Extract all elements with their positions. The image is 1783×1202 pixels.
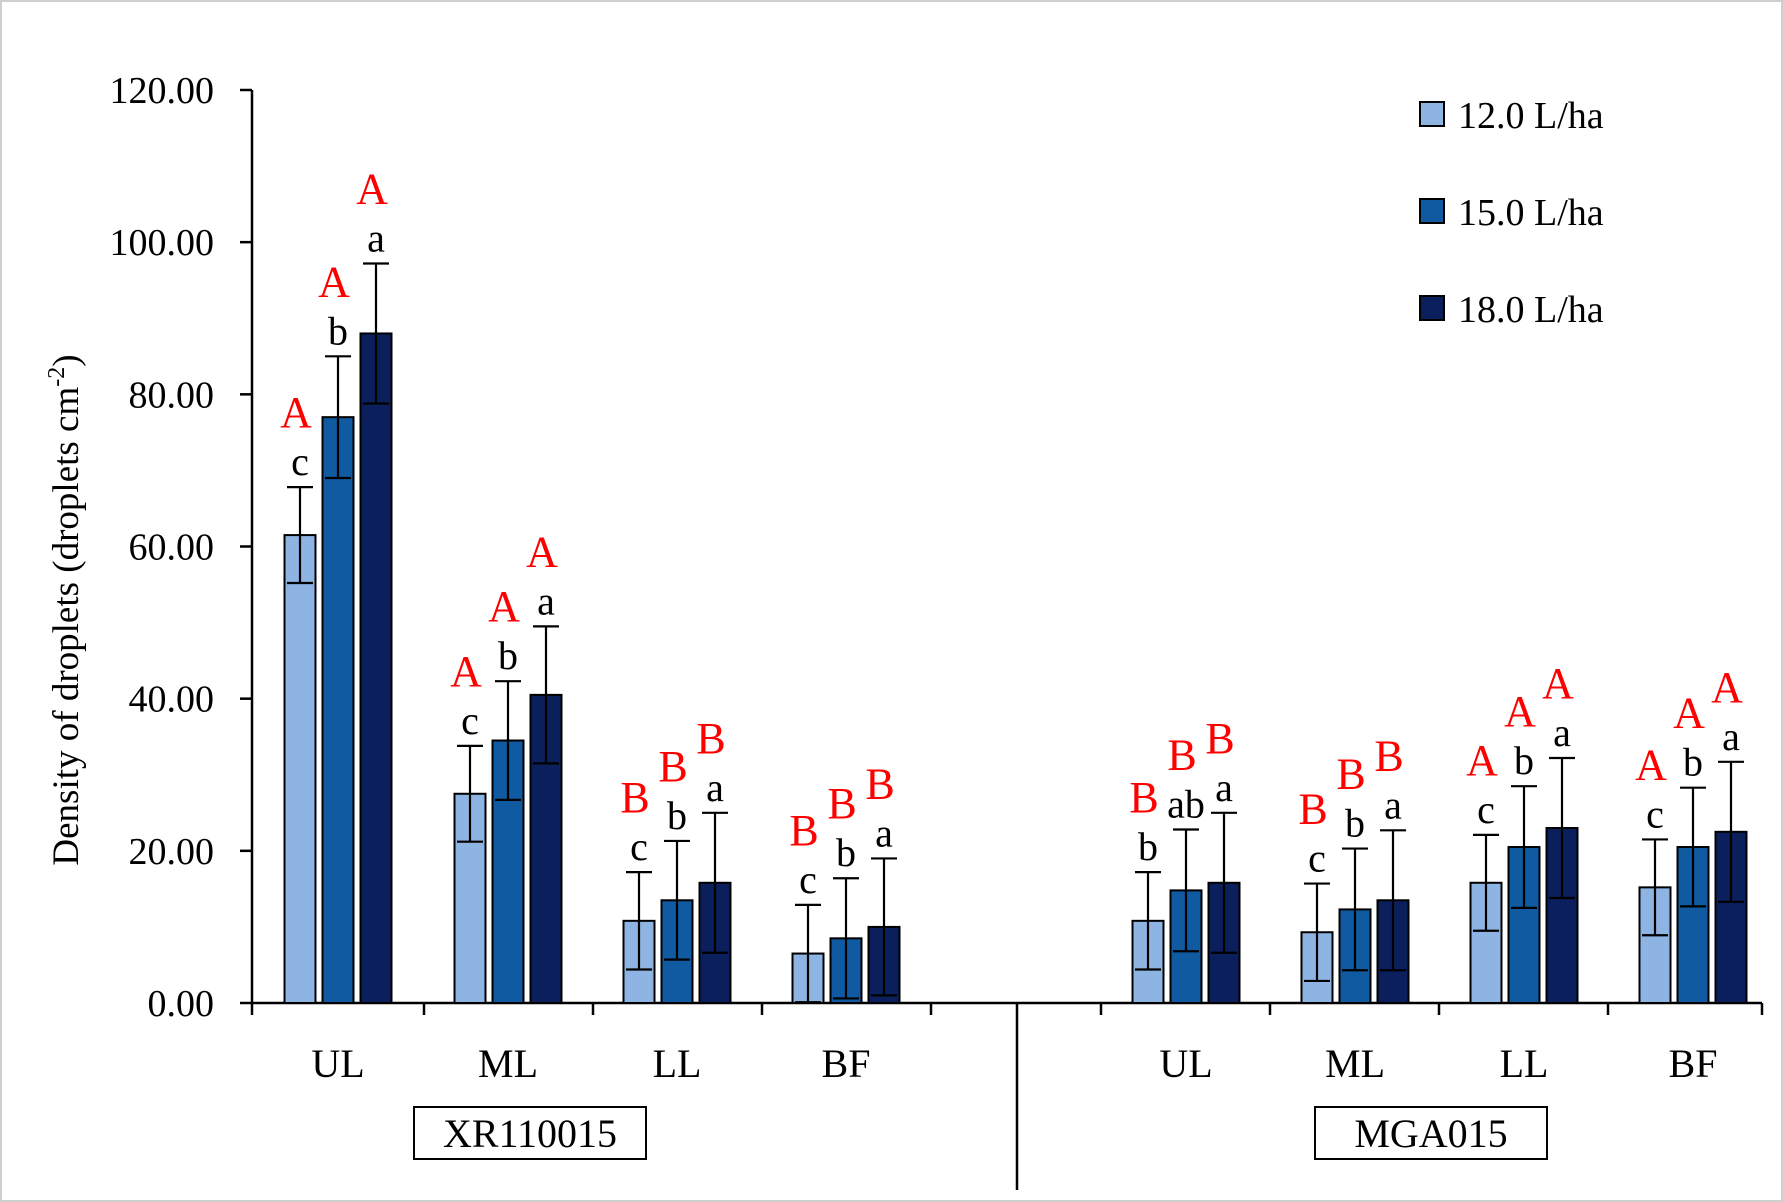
significance-letter-lowercase: a [537, 578, 555, 623]
significance-letter-uppercase: A [1504, 687, 1536, 736]
significance-letter-lowercase: c [630, 824, 648, 869]
group-labels: XR110015 MGA015 [413, 1106, 1548, 1160]
x-category-label: BF [822, 1041, 871, 1086]
significance-letter-lowercase: c [1477, 787, 1495, 832]
bar-xr110015-ul-12-0 [283, 534, 317, 1005]
significance-letter-lowercase: b [328, 308, 348, 353]
legend-label: 18.0 L/ha [1458, 289, 1604, 331]
bar-xr110015-ul-15-0 [321, 416, 355, 1004]
x-category-label: ML [1325, 1041, 1385, 1086]
y-tick-label: 120.00 [110, 70, 215, 112]
significance-letter-uppercase: A [450, 647, 482, 696]
significance-letter-uppercase: B [1129, 773, 1158, 822]
significance-letter-uppercase: A [1542, 659, 1574, 708]
significance-letter-lowercase: c [1308, 836, 1326, 881]
legend-swatch-15-0 [1419, 198, 1445, 224]
significance-letter-lowercase: a [1215, 765, 1233, 810]
significance-letter-uppercase: A [526, 527, 558, 576]
y-tick-label: 80.00 [129, 374, 215, 416]
significance-letter-uppercase: A [356, 164, 388, 213]
bar-xr110015-ml-12-0 [453, 792, 487, 1004]
significance-letter-uppercase: A [1711, 663, 1743, 712]
group-label: MGA015 [1354, 1111, 1507, 1156]
significance-letter-uppercase: B [1336, 750, 1365, 799]
significance-letter-lowercase: c [1646, 791, 1664, 836]
y-axis-title-suffix: ) [46, 354, 87, 366]
error-bars [287, 262, 1744, 1004]
x-category-label: ML [478, 1041, 538, 1086]
bar-xr110015-ml-15-0 [491, 739, 525, 1004]
significance-letter-uppercase: B [789, 806, 818, 855]
x-category-label: UL [1159, 1041, 1212, 1086]
x-category-label: LL [653, 1041, 702, 1086]
significance-letter-lowercase: b [836, 830, 856, 875]
x-category-label: BF [1669, 1041, 1718, 1086]
significance-letter-lowercase: a [1384, 782, 1402, 827]
significance-letter-uppercase: B [865, 759, 894, 808]
x-axis: UL ML LL BF UL ML LL BF [250, 1001, 1764, 1190]
significance-letter-lowercase: b [498, 633, 518, 678]
y-tick-label: 60.00 [129, 527, 215, 569]
significance-letter-lowercase: b [1345, 801, 1365, 846]
y-tick-label: 40.00 [129, 679, 215, 721]
significance-letter-uppercase: B [1167, 731, 1196, 780]
significance-letter-uppercase: B [620, 773, 649, 822]
significance-letter-uppercase: B [1205, 714, 1234, 763]
y-axis: 0.00 20.00 40.00 60.00 80.00 100.00 120.00 [110, 70, 254, 1025]
group-label-box [1314, 1106, 1548, 1160]
significance-letter-uppercase: A [280, 388, 312, 437]
legend-label: 12.0 L/ha [1458, 95, 1604, 137]
significance-letter-lowercase: a [367, 215, 385, 260]
significance-letter-lowercase: b [667, 793, 687, 838]
y-axis-title-text: Density of droplets (droplets cm-2) [44, 354, 87, 865]
legend-swatch-12-0 [1419, 101, 1445, 127]
group-label: XR110015 [443, 1111, 617, 1156]
significance-letter-lowercase: a [1553, 710, 1571, 755]
group-label-box [413, 1106, 647, 1160]
significance-letter-uppercase: A [1466, 736, 1498, 785]
significance-letter-lowercase: c [799, 857, 817, 902]
x-category-label: LL [1500, 1041, 1549, 1086]
legend: 12.0 L/ha 15.0 L/ha 18.0 L/ha [1419, 95, 1604, 331]
significance-letter-lowercase: b [1514, 738, 1534, 783]
y-tick-label: 100.00 [110, 222, 215, 264]
significance-letter-lowercase: a [1722, 714, 1740, 759]
y-axis-title: Density of droplets (droplets cm-2) [44, 354, 87, 865]
significance-letter-uppercase: B [658, 742, 687, 791]
bar-mga015-ll-18-0 [1545, 827, 1579, 1005]
significance-letter-lowercase: c [461, 698, 479, 743]
bars [283, 332, 1748, 1005]
y-tick-label: 20.00 [129, 831, 215, 873]
y-tick-label: 0.00 [148, 983, 215, 1025]
significance-letter-uppercase: B [1374, 731, 1403, 780]
legend-swatch-18-0 [1419, 295, 1445, 321]
significance-letter-lowercase: b [1138, 824, 1158, 869]
significance-letter-uppercase: A [1635, 740, 1667, 789]
significance-letter-lowercase: ab [1167, 782, 1205, 827]
legend-label: 15.0 L/ha [1458, 192, 1604, 234]
significance-letter-lowercase: a [875, 810, 893, 855]
significance-letter-lowercase: c [291, 439, 309, 484]
significance-letter-uppercase: B [696, 714, 725, 763]
bar-xr110015-ul-18-0 [359, 332, 393, 1004]
significance-letter-uppercase: A [318, 257, 350, 306]
significance-letter-uppercase: A [488, 582, 520, 631]
significance-letter-lowercase: a [706, 765, 724, 810]
significance-letter-uppercase: A [1673, 689, 1705, 738]
significance-letter-uppercase: B [1298, 785, 1327, 834]
y-axis-title-main: Density of droplets (droplets cm [46, 387, 87, 866]
y-axis-title-superscript: -2 [44, 367, 70, 387]
x-category-label: UL [311, 1041, 364, 1086]
significance-letter-lowercase: b [1683, 740, 1703, 785]
significance-letter-uppercase: B [827, 779, 856, 828]
